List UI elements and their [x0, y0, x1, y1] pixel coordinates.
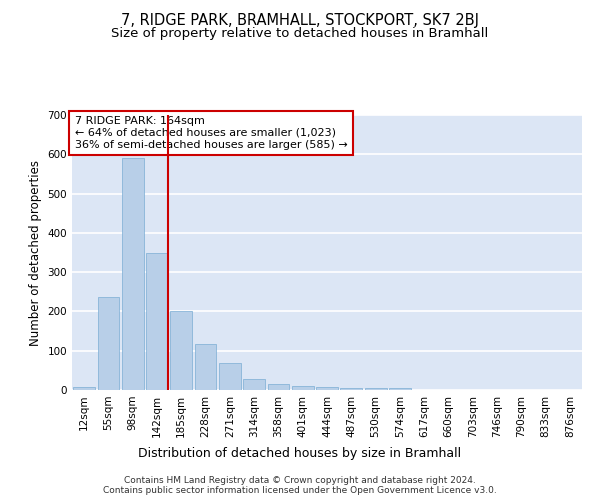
Text: 7, RIDGE PARK, BRAMHALL, STOCKPORT, SK7 2BJ: 7, RIDGE PARK, BRAMHALL, STOCKPORT, SK7 … — [121, 12, 479, 28]
Bar — [146, 252, 168, 390]
Bar — [316, 387, 338, 390]
Text: Size of property relative to detached houses in Bramhall: Size of property relative to detached ho… — [112, 28, 488, 40]
Bar — [97, 297, 119, 390]
Bar — [194, 344, 217, 390]
Text: Distribution of detached houses by size in Bramhall: Distribution of detached houses by size … — [139, 448, 461, 460]
Bar — [243, 379, 265, 390]
Bar — [73, 387, 95, 390]
Bar — [292, 386, 314, 390]
Bar — [340, 388, 362, 390]
Bar — [170, 310, 192, 390]
Y-axis label: Number of detached properties: Number of detached properties — [29, 160, 42, 346]
Bar — [219, 362, 241, 390]
Text: 7 RIDGE PARK: 164sqm
← 64% of detached houses are smaller (1,023)
36% of semi-de: 7 RIDGE PARK: 164sqm ← 64% of detached h… — [74, 116, 347, 150]
Text: Contains HM Land Registry data © Crown copyright and database right 2024.
Contai: Contains HM Land Registry data © Crown c… — [103, 476, 497, 496]
Bar — [122, 158, 143, 390]
Bar — [389, 388, 411, 390]
Bar — [268, 384, 289, 390]
Bar — [365, 388, 386, 390]
